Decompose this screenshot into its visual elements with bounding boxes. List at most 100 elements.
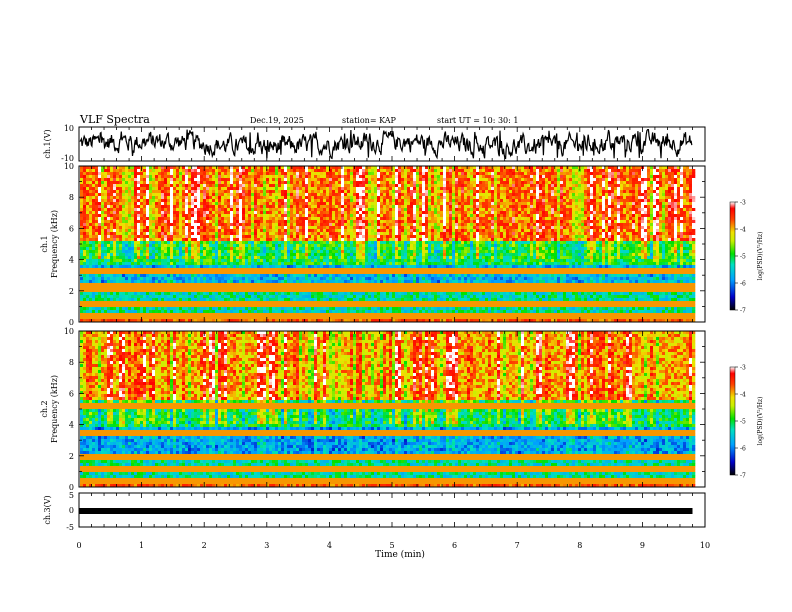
ch1-spec-cell [143, 169, 147, 173]
ch1-spec-cell [347, 229, 351, 233]
ch1-spec-cell [203, 217, 207, 221]
ch1-spec-cell [227, 199, 231, 203]
ch1-spec-cell [164, 304, 168, 308]
ch1-spec-cell [137, 235, 141, 239]
ch1-spec-cell [161, 175, 165, 179]
ch1-spec-cell [239, 214, 243, 218]
ch1-spec-cell [248, 298, 252, 302]
ch1-spec-cell [263, 286, 267, 290]
ch1-spec-cell [80, 295, 84, 299]
ch1-spec-cell [338, 292, 342, 296]
ch1-spec-cell [242, 274, 246, 278]
ch1-spec-cell [221, 202, 225, 206]
ch1-spec-cell [296, 286, 300, 290]
ch1-spec-cell [323, 313, 327, 317]
ch1-spec-cell [155, 202, 159, 206]
ch1-spec-cell [95, 316, 99, 320]
ch1-spec-cell [83, 253, 87, 257]
ch1-spec-cell [329, 313, 333, 317]
ch1-spec-cell [149, 265, 153, 269]
ch1-spec-cell [89, 223, 93, 227]
ch1-spec-cell [350, 289, 354, 293]
ch1-spec-cell [284, 190, 288, 194]
ch1-spec-cell [236, 178, 240, 182]
ch1-spec-cell [275, 244, 279, 248]
ch1-spec-cell [92, 250, 96, 254]
ch1-spec-cell [152, 226, 156, 230]
ch1-spec-cell [287, 253, 291, 257]
ch1-spec-cell [128, 187, 132, 191]
ch1-spec-cell [161, 169, 165, 173]
ch1-spec-cell [248, 316, 252, 320]
ch1-spec-cell [173, 265, 177, 269]
ch1-spec-cell [110, 169, 114, 173]
ch1-spec-cell [347, 208, 351, 212]
ch1-spec-cell [320, 319, 324, 323]
ch1-spec-cell [218, 238, 222, 242]
ch1-spec-cell [221, 175, 225, 179]
ch1-spec-cell [86, 313, 90, 317]
ch1-spec-cell [239, 238, 243, 242]
ch1-spec-cell [188, 241, 192, 245]
ch1-spec-cell [287, 187, 291, 191]
ch1-spec-cell [164, 277, 168, 281]
ch1-spec-cell [359, 190, 363, 194]
ch1-spec-cell [257, 208, 261, 212]
ch1-spec-cell [197, 202, 201, 206]
ch1-spec-cell [131, 250, 135, 254]
ch1-spec-cell [302, 283, 306, 287]
ch1-spec-cell [293, 241, 297, 245]
ch1-spec-cell [140, 274, 144, 278]
ch1-spec-cell [167, 268, 171, 272]
ch1-spec-cell [341, 277, 345, 281]
ch1-spec-cell [86, 187, 90, 191]
ch1-spec-cell [263, 310, 267, 314]
ch1-spec-cell [326, 241, 330, 245]
ch1-spec-cell [122, 232, 126, 236]
ch1-spec-cell [341, 220, 345, 224]
ch1-spec-cell [176, 235, 180, 239]
ch1-spec-cell [86, 280, 90, 284]
ch1-spec-cell [125, 319, 129, 323]
ch1-spec-cell [251, 238, 255, 242]
ch1-spec-cell [311, 259, 315, 263]
ch1-spec-cell [173, 307, 177, 311]
ch1-spec-cell [239, 289, 243, 293]
ch1-spec-cell [131, 229, 135, 233]
ch1-spec-cell [329, 259, 333, 263]
ch1-spec-cell [116, 316, 120, 320]
ch1-spec-cell [131, 226, 135, 230]
ch1-spec-cell [320, 226, 324, 230]
ch1-spec-cell [170, 286, 174, 290]
ch1-spec-cell [203, 196, 207, 200]
ch1-spec-cell [353, 238, 357, 242]
ch1-spec-cell [185, 244, 189, 248]
ch1-spec-cell [263, 166, 267, 170]
ch1-spec-cell [350, 172, 354, 176]
ch1-spec-cell [131, 274, 135, 278]
ch1-spec-cell [188, 208, 192, 212]
ch1-spec-cell [95, 187, 99, 191]
ch1-spec-cell [257, 187, 261, 191]
ch1-spec-cell [107, 238, 111, 242]
ch1-spec-cell [158, 208, 162, 212]
ch1-spec-cell [152, 181, 156, 185]
ch1-spec-cell [89, 253, 93, 257]
ch1-spec-cell [311, 235, 315, 239]
ch1-spec-cell [131, 244, 135, 248]
ch1-spec-cell [194, 262, 198, 266]
ch1-spec-cell [137, 247, 141, 251]
ch1-spec-cell [314, 292, 318, 296]
ch1-spec-cell [230, 223, 234, 227]
ch1-spec-cell [203, 220, 207, 224]
ch1-spec-cell [305, 190, 309, 194]
ch1-spec-cell [128, 208, 132, 212]
ch1-spec-cell [317, 319, 321, 323]
ch1-spec-cell [212, 265, 216, 269]
ch1-spec-cell [245, 280, 249, 284]
ch1-spec-cell [272, 247, 276, 251]
ch1-spec-cell [290, 214, 294, 218]
ch1-spec-cell [128, 247, 132, 251]
ch1-spec-cell [191, 289, 195, 293]
ch1-spec-cell [92, 235, 96, 239]
